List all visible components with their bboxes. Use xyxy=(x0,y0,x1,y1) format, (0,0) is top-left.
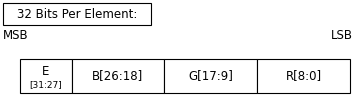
Bar xyxy=(3,3,151,25)
Text: LSB: LSB xyxy=(331,29,353,42)
Text: B[26:18]: B[26:18] xyxy=(92,69,143,83)
Bar xyxy=(257,59,350,93)
Text: 32 Bits Per Element:: 32 Bits Per Element: xyxy=(17,7,137,21)
Bar xyxy=(164,59,257,93)
Text: R[8:0]: R[8:0] xyxy=(286,69,322,83)
Text: MSB: MSB xyxy=(3,29,28,42)
Text: E: E xyxy=(42,65,49,78)
Text: [31:27]: [31:27] xyxy=(30,80,62,89)
Bar xyxy=(72,59,164,93)
Bar xyxy=(20,59,72,93)
Text: G[17:9]: G[17:9] xyxy=(188,69,233,83)
